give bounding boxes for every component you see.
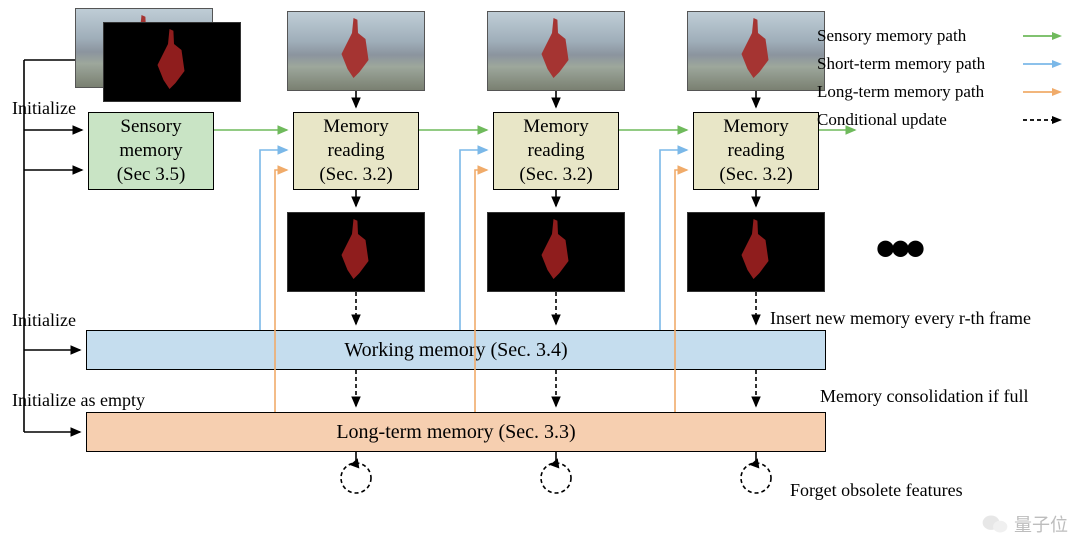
memory-reading-box-1: Memory reading (Sec. 3.2): [293, 112, 419, 190]
reading3-line1: Memory: [723, 115, 788, 139]
legend-sensory-arrow-icon: [1022, 26, 1062, 46]
consolidate-label: Memory consolidation if full: [820, 386, 1028, 407]
sensory-line3: (Sec 3.5): [117, 163, 186, 187]
reading3-line3: (Sec. 3.2): [719, 163, 792, 187]
legend-cond-arrow-icon: [1022, 110, 1062, 130]
reading2-line1: Memory: [523, 115, 588, 139]
reading1-line3: (Sec. 3.2): [319, 163, 392, 187]
forget-loop-2: [541, 452, 571, 493]
initial-input-pair: [75, 8, 245, 103]
insert-label: Insert new memory every r-th frame: [770, 308, 1031, 329]
legend-short-arrow-icon: [1022, 54, 1062, 74]
legend-long-label: Long-term memory path: [817, 82, 1022, 102]
legend-long-arrow-icon: [1022, 82, 1062, 102]
sensory-line1: Sensory: [120, 115, 181, 139]
forget-label: Forget obsolete features: [790, 480, 963, 501]
output-mask-2: [487, 212, 625, 292]
memory-architecture-diagram: Sensory memory (Sec 3.5) Memory reading …: [0, 0, 1080, 543]
legend-short-label: Short-term memory path: [817, 54, 1022, 74]
reading2-line3: (Sec. 3.2): [519, 163, 592, 187]
initial-mask: [103, 22, 241, 102]
legend-cond-label: Conditional update: [817, 110, 1022, 130]
initialize-label-2: Initialize: [12, 310, 76, 331]
watermark: 量子位: [982, 511, 1068, 537]
forget-loop-1: [341, 452, 371, 493]
legend: Sensory memory path Short-term memory pa…: [817, 22, 1062, 134]
frame-photo-2: [487, 11, 625, 91]
reading2-line2: reading: [528, 139, 585, 163]
wechat-icon: [982, 513, 1008, 535]
longterm-memory-bar: Long-term memory (Sec. 3.3): [86, 412, 826, 452]
longterm-label: Long-term memory (Sec. 3.3): [336, 420, 575, 445]
memory-reading-box-2: Memory reading (Sec. 3.2): [493, 112, 619, 190]
output-mask-3: [687, 212, 825, 292]
reading1-line1: Memory: [323, 115, 388, 139]
working-label: Working memory (Sec. 3.4): [344, 338, 567, 363]
legend-sensory-label: Sensory memory path: [817, 26, 1022, 46]
reading3-line2: reading: [728, 139, 785, 163]
initialize-empty-label: Initialize as empty: [12, 390, 145, 411]
frame-photo-3: [687, 11, 825, 91]
output-mask-1: [287, 212, 425, 292]
memory-reading-box-3: Memory reading (Sec. 3.2): [693, 112, 819, 190]
watermark-text: 量子位: [1014, 511, 1068, 537]
forget-loop-3: [741, 452, 771, 493]
legend-row-conditional: Conditional update: [817, 106, 1062, 134]
initialize-label-1: Initialize: [12, 98, 76, 119]
reading1-line2: reading: [328, 139, 385, 163]
sensory-memory-box: Sensory memory (Sec 3.5): [88, 112, 214, 190]
legend-row-long: Long-term memory path: [817, 78, 1062, 106]
sensory-line2: memory: [119, 139, 182, 163]
frame-photo-1: [287, 11, 425, 91]
legend-row-sensory: Sensory memory path: [817, 22, 1062, 50]
ellipsis-icon: •••: [875, 215, 920, 284]
working-memory-bar: Working memory (Sec. 3.4): [86, 330, 826, 370]
legend-row-short: Short-term memory path: [817, 50, 1062, 78]
